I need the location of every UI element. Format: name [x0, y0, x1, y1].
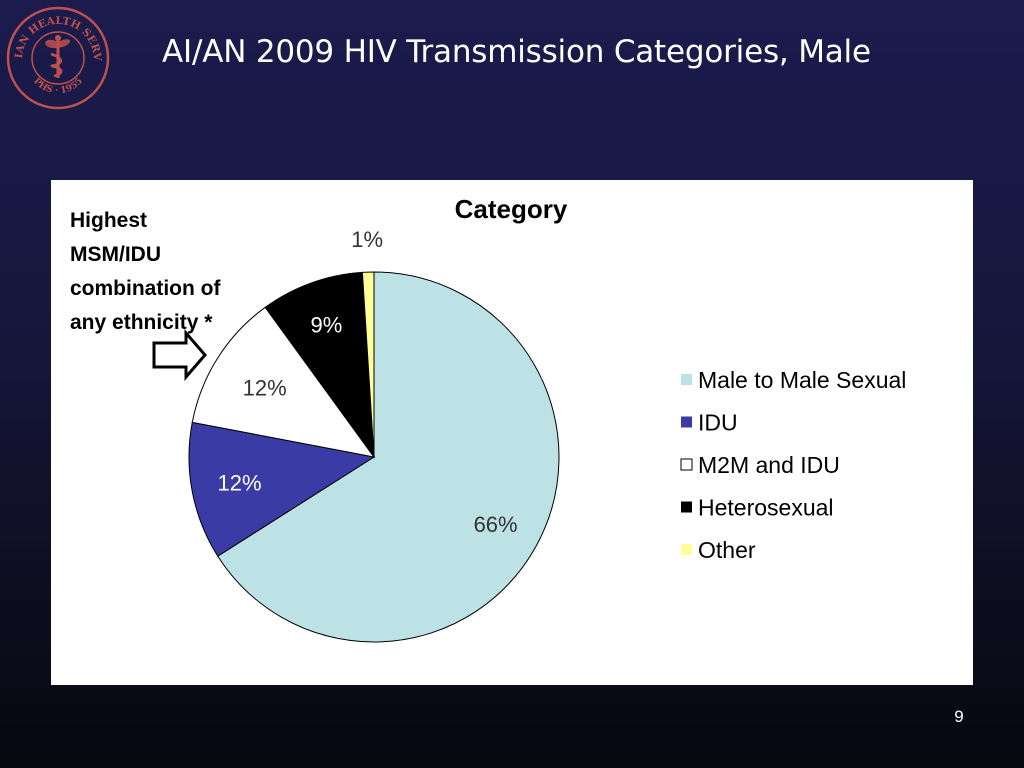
pie-slice-m2m-and-idu: [191, 306, 376, 458]
legend-label: Other: [698, 537, 756, 563]
legend-label: M2M and IDU: [698, 452, 840, 478]
annotation-line: combination of: [70, 277, 221, 300]
legend-swatch: [681, 544, 692, 555]
annotation-note: Highest MSM/IDU combination of any ethni…: [70, 204, 221, 340]
pie-chart: Category 66% 12% 12% 9% 1% Male to Male Sexu…: [152, 194, 906, 643]
annotation-line: MSM/IDU: [70, 243, 161, 266]
data-label: 9%: [310, 313, 342, 338]
annotation-line: Highest: [70, 209, 148, 232]
arrow-icon: [152, 328, 207, 382]
chart-panel: Category 66% 12% 12% 9% 1% Male to Male Sexu…: [51, 180, 973, 685]
legend-swatch: [681, 374, 692, 385]
annotation-line: any ethnicity *: [70, 311, 213, 334]
legend-swatch: [681, 416, 692, 428]
data-label: 12%: [218, 471, 262, 496]
page-number: 9: [954, 707, 964, 726]
legend-swatch: [680, 458, 693, 471]
indian-health-service-logo: INDIAN HEALTH SERVICE PHS · 1955: [4, 4, 110, 110]
data-label: 12%: [243, 376, 287, 401]
slide-title: AI/AN 2009 HIV Transmission Categories, …: [162, 34, 871, 70]
chart-title: Category: [455, 194, 568, 224]
pie-slice-heterosexual: [264, 271, 375, 459]
pie-slice-idu: [188, 421, 376, 557]
legend-label: Male to Male Sexual: [698, 367, 906, 393]
svg-text:PHS · 1955: PHS · 1955: [31, 76, 85, 96]
pie-slice-male-to-male-sexual: [217, 271, 560, 643]
legend-label: Heterosexual: [698, 495, 834, 521]
data-label: 1%: [351, 227, 383, 252]
legend-swatch: [681, 501, 692, 513]
pie-slice-other: [361, 271, 375, 458]
legend-label: IDU: [698, 410, 738, 436]
data-label: 66%: [474, 512, 518, 537]
